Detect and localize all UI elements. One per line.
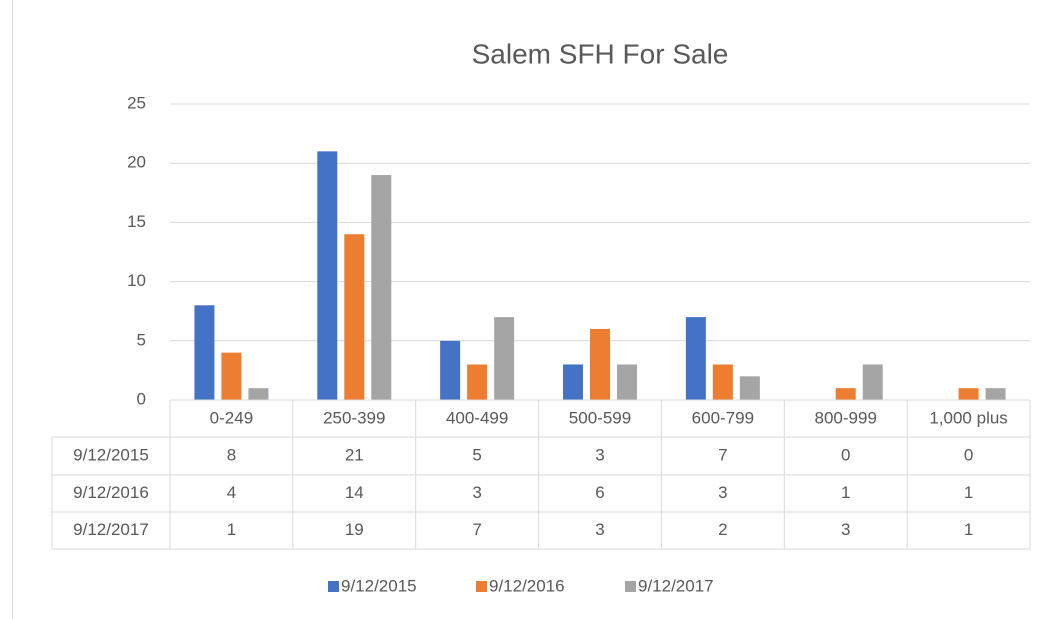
table-value: 21 — [345, 445, 364, 464]
table-value: 3 — [472, 483, 481, 502]
table-value: 2 — [718, 520, 727, 539]
y-tick-label: 15 — [127, 212, 146, 231]
bar — [344, 234, 365, 400]
chart-border — [12, 0, 1045, 619]
table-value: 1 — [227, 520, 236, 539]
y-tick-label: 0 — [137, 389, 146, 408]
table-value: 3 — [718, 483, 727, 502]
table-value: 14 — [345, 483, 364, 502]
x-tick-label: 1,000 plus — [929, 408, 1007, 427]
bar — [371, 175, 392, 400]
table-value: 0 — [841, 445, 850, 464]
table-row-label: 9/12/2016 — [73, 483, 149, 502]
legend-swatch — [476, 581, 487, 592]
legend-label: 9/12/2015 — [341, 576, 417, 595]
x-tick-label: 800-999 — [815, 408, 877, 427]
table-value: 3 — [595, 445, 604, 464]
y-tick-label: 5 — [137, 330, 146, 349]
x-tick-label: 0-249 — [210, 408, 253, 427]
bar — [835, 388, 856, 400]
bar — [985, 388, 1006, 400]
legend-swatch — [625, 581, 636, 592]
bar — [712, 364, 733, 400]
table-value: 1 — [964, 483, 973, 502]
bar — [590, 328, 610, 400]
x-tick-label: 600-799 — [692, 408, 754, 427]
table-value: 1 — [841, 483, 850, 502]
table-row-label: 9/12/2017 — [73, 520, 149, 539]
table-value: 7 — [472, 520, 481, 539]
x-tick-label: 400-499 — [446, 408, 508, 427]
legend-swatch — [328, 581, 339, 592]
chart-title: Salem SFH For Sale — [472, 38, 729, 69]
table-value: 1 — [964, 520, 973, 539]
bar — [194, 305, 215, 400]
table-value: 5 — [472, 445, 481, 464]
bar — [248, 388, 269, 400]
y-tick-label: 20 — [127, 153, 146, 172]
bar — [958, 388, 979, 400]
table-value: 4 — [227, 483, 236, 502]
table-value: 0 — [964, 445, 973, 464]
y-tick-label: 25 — [127, 93, 146, 112]
bar — [494, 317, 515, 400]
y-tick-label: 10 — [127, 271, 146, 290]
bar — [617, 364, 637, 400]
table-value: 8 — [227, 445, 236, 464]
table-value: 6 — [595, 483, 604, 502]
table-value: 19 — [345, 520, 364, 539]
table-value: 3 — [841, 520, 850, 539]
table-value: 3 — [595, 520, 604, 539]
bar — [563, 364, 583, 400]
legend-label: 9/12/2017 — [638, 576, 714, 595]
x-tick-label: 250-399 — [323, 408, 385, 427]
bar — [862, 364, 883, 400]
x-tick-label: 500-599 — [569, 408, 631, 427]
bar — [317, 151, 338, 400]
table-value: 7 — [718, 445, 727, 464]
bar — [739, 376, 760, 400]
bar — [685, 317, 706, 400]
bar — [467, 364, 488, 400]
table-row-label: 9/12/2015 — [73, 445, 149, 464]
legend-label: 9/12/2016 — [489, 576, 565, 595]
bar — [221, 352, 242, 400]
bar — [440, 340, 461, 400]
